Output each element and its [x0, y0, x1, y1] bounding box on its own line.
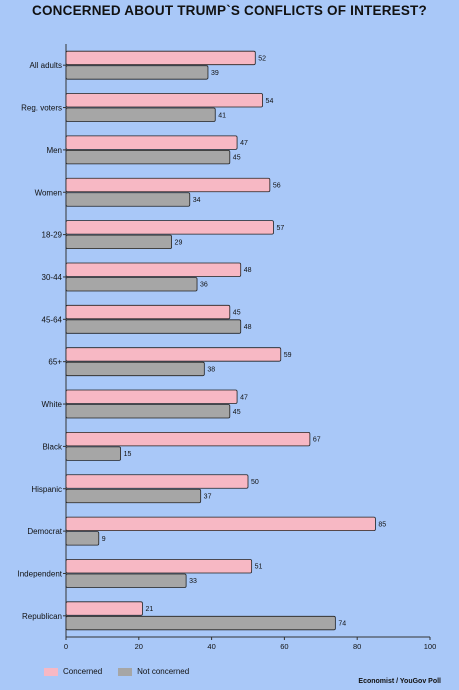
category-label-13: Republican — [22, 612, 62, 621]
category-label-2: Men — [46, 146, 62, 155]
category-label-12: Independent — [18, 569, 63, 578]
data-label-concerned-2: 47 — [240, 140, 248, 147]
bar-not-concerned-10 — [65, 488, 202, 504]
data-label-not-concerned-4: 29 — [175, 239, 183, 246]
legend-item-not-concerned: Not concerned — [118, 667, 189, 676]
category-label-8: White — [42, 400, 63, 409]
x-tick-label-0: 0 — [64, 642, 68, 651]
x-tick-label-3: 60 — [280, 642, 288, 651]
data-label-concerned-12: 51 — [255, 564, 263, 571]
bar-not-concerned-12 — [65, 573, 187, 588]
data-label-concerned-11: 85 — [378, 521, 386, 528]
category-label-0: All adults — [30, 61, 62, 70]
data-label-concerned-10: 50 — [251, 479, 259, 486]
bar-concerned-6 — [65, 304, 231, 320]
bar-not-concerned-6 — [65, 319, 242, 334]
data-label-not-concerned-0: 39 — [211, 70, 219, 77]
bar-not-concerned-3 — [65, 192, 191, 207]
data-label-not-concerned-11: 9 — [102, 536, 106, 543]
data-label-concerned-13: 21 — [145, 606, 153, 613]
legend-label-not-concerned: Not concerned — [137, 667, 190, 676]
data-label-not-concerned-10: 37 — [204, 494, 212, 501]
data-label-concerned-9: 67 — [313, 437, 321, 444]
bar-not-concerned-7 — [65, 361, 205, 377]
category-label-11: Democrat — [27, 527, 62, 536]
data-label-not-concerned-3: 34 — [193, 197, 201, 204]
bar-concerned-4 — [65, 220, 274, 235]
bar-not-concerned-11 — [65, 531, 100, 546]
bar-concerned-5 — [65, 262, 242, 277]
bar-concerned-0 — [65, 50, 256, 66]
category-label-6: 45-64 — [42, 315, 63, 324]
data-label-concerned-7: 59 — [284, 352, 292, 359]
bar-not-concerned-9 — [65, 446, 121, 461]
x-tick-label-5: 100 — [424, 642, 437, 651]
bar-not-concerned-0 — [65, 65, 209, 80]
bar-concerned-9 — [65, 431, 311, 447]
x-tick-label-2: 40 — [207, 642, 215, 651]
category-label-10: Hispanic — [31, 485, 62, 494]
bar-not-concerned-2 — [65, 149, 231, 165]
bar-not-concerned-5 — [65, 277, 198, 292]
data-label-concerned-6: 45 — [233, 310, 241, 317]
legend-item-concerned: Concerned — [44, 667, 102, 676]
category-label-1: Reg. voters — [21, 104, 62, 113]
legend-swatch-concerned — [44, 667, 58, 676]
chart-source: Economist / YouGov Poll — [358, 678, 441, 685]
chart-legend: Concerned Not concerned — [44, 667, 205, 676]
data-label-not-concerned-12: 33 — [189, 578, 197, 585]
legend-label-concerned: Concerned — [63, 667, 103, 676]
data-label-not-concerned-2: 45 — [233, 155, 241, 162]
data-label-not-concerned-6: 48 — [244, 324, 252, 331]
bar-not-concerned-1 — [65, 107, 216, 122]
data-label-not-concerned-9: 15 — [124, 451, 132, 458]
bar-not-concerned-13 — [65, 615, 336, 631]
legend-swatch-not-concerned — [118, 667, 133, 676]
bar-not-concerned-8 — [65, 404, 231, 419]
data-label-concerned-3: 56 — [273, 183, 281, 190]
category-label-9: Black — [42, 442, 63, 451]
data-label-concerned-8: 47 — [240, 394, 248, 401]
data-label-not-concerned-8: 45 — [233, 409, 241, 416]
bar-concerned-1 — [65, 93, 263, 108]
category-label-3: Women — [35, 188, 62, 197]
data-label-not-concerned-7: 38 — [207, 366, 215, 373]
bar-concerned-10 — [65, 474, 249, 489]
bar-concerned-11 — [65, 516, 376, 532]
bar-concerned-2 — [65, 135, 238, 150]
chart-labels: All adults 52 39 Reg. voters 54 41 Men 47 45 Wome… — [18, 55, 387, 627]
category-label-4: 18-29 — [42, 231, 63, 240]
category-label-5: 30-44 — [42, 273, 63, 282]
bar-concerned-12 — [65, 559, 253, 574]
bar-concerned-13 — [65, 601, 143, 616]
data-label-concerned-4: 57 — [276, 225, 284, 232]
x-tick-label-4: 80 — [353, 642, 361, 651]
data-label-not-concerned-13: 74 — [338, 621, 346, 628]
bar-concerned-3 — [65, 177, 271, 193]
bar-not-concerned-4 — [65, 234, 172, 250]
data-label-not-concerned-5: 36 — [200, 282, 208, 289]
chart-title: CONCERNED ABOUT TRUMP`S CONFLICTS OF INT… — [32, 3, 427, 18]
data-label-not-concerned-1: 41 — [218, 112, 226, 119]
data-label-concerned-5: 48 — [244, 267, 252, 274]
chart-bars — [65, 50, 376, 631]
bar-concerned-7 — [65, 347, 282, 362]
category-label-7: 65+ — [48, 358, 62, 367]
bar-concerned-8 — [65, 389, 238, 404]
data-label-concerned-1: 54 — [266, 98, 274, 105]
data-label-concerned-0: 52 — [258, 55, 266, 62]
x-tick-label-1: 20 — [135, 642, 143, 651]
